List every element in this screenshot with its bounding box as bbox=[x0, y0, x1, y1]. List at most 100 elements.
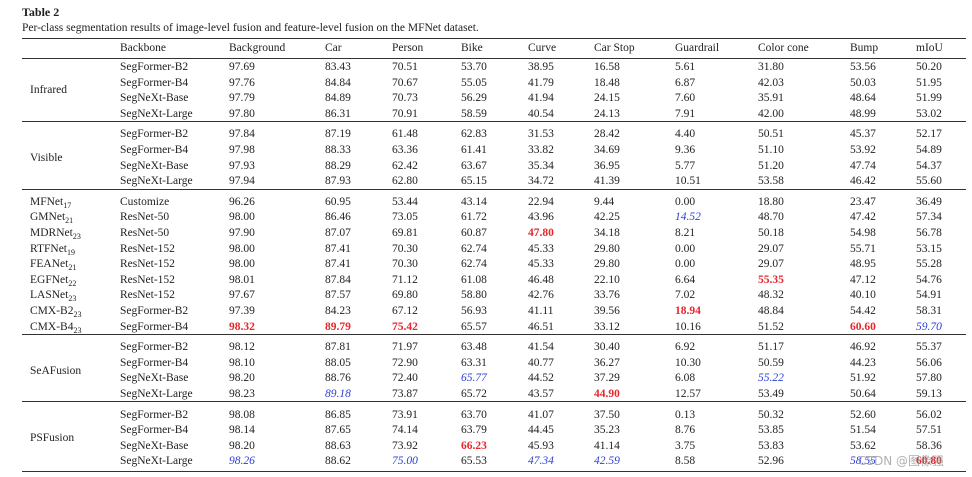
cell-value: 50.03 bbox=[850, 76, 876, 89]
cell-value: 48.95 bbox=[850, 258, 876, 271]
column-header: Car bbox=[325, 42, 342, 54]
cell-value: 88.63 bbox=[325, 439, 351, 452]
cell-value: 72.90 bbox=[392, 356, 418, 369]
cell-value: 37.29 bbox=[594, 372, 620, 385]
cell-value: 53.92 bbox=[850, 144, 876, 156]
cell-value: 60.95 bbox=[325, 195, 351, 208]
cell-value: 41.54 bbox=[528, 341, 554, 354]
cell-value: 66.23 bbox=[461, 439, 487, 452]
cell-value: 84.84 bbox=[325, 76, 351, 89]
backbone: SegNeXt-Large bbox=[120, 388, 193, 400]
cell-value: 41.07 bbox=[528, 408, 554, 421]
cell-value: 55.71 bbox=[850, 242, 876, 255]
cell-value: 53.49 bbox=[758, 388, 784, 400]
cell-value: 87.07 bbox=[325, 227, 351, 239]
cell-value: 57.80 bbox=[916, 372, 942, 385]
cell-value: 97.84 bbox=[229, 128, 255, 141]
cell-value: 98.20 bbox=[229, 372, 255, 385]
cell-value: 62.83 bbox=[461, 128, 487, 141]
cell-value: 28.42 bbox=[594, 128, 620, 141]
cell-value: 74.14 bbox=[392, 424, 418, 437]
cell-value: 37.50 bbox=[594, 408, 620, 421]
group-rule bbox=[22, 471, 966, 473]
cell-value: 61.48 bbox=[392, 128, 418, 141]
cell-value: 54.91 bbox=[916, 289, 942, 302]
cell-value: 87.41 bbox=[325, 242, 351, 255]
cell-value: 6.92 bbox=[675, 341, 696, 354]
cell-value: 8.21 bbox=[675, 227, 696, 239]
cell-value: 35.91 bbox=[758, 92, 784, 105]
cell-value: 5.61 bbox=[675, 61, 696, 73]
cell-value: 98.00 bbox=[229, 242, 255, 255]
method-name: CMX-B223 bbox=[30, 304, 82, 319]
backbone: SegFormer-B2 bbox=[120, 305, 189, 317]
cell-value: 88.62 bbox=[325, 455, 351, 468]
cell-value: 61.72 bbox=[461, 211, 487, 224]
group-label: SeAFusion bbox=[30, 364, 82, 377]
cell-value: 70.91 bbox=[392, 107, 418, 120]
cell-value: 98.20 bbox=[229, 439, 255, 452]
cell-value: 48.84 bbox=[758, 305, 784, 317]
cell-value: 51.99 bbox=[916, 92, 942, 105]
cell-value: 63.48 bbox=[461, 341, 487, 354]
cell-value: 40.77 bbox=[528, 356, 554, 369]
cell-value: 34.18 bbox=[594, 227, 620, 239]
method-base: CMX-B2 bbox=[30, 305, 74, 317]
method-ref: 17 bbox=[63, 200, 72, 210]
group-rule bbox=[22, 121, 966, 123]
cell-value: 40.54 bbox=[528, 107, 554, 120]
cell-value: 60.87 bbox=[461, 227, 487, 239]
method-base: MDRNet bbox=[30, 227, 73, 239]
method-ref: 21 bbox=[68, 263, 77, 273]
cell-value: 63.67 bbox=[461, 159, 487, 172]
backbone: ResNet-50 bbox=[120, 211, 170, 224]
cell-value: 84.89 bbox=[325, 92, 351, 105]
backbone: SegFormer-B4 bbox=[120, 424, 189, 437]
method-name: MFNet17 bbox=[30, 195, 72, 210]
cell-value: 63.70 bbox=[461, 408, 487, 421]
cell-value: 97.98 bbox=[229, 144, 255, 156]
cell-value: 33.82 bbox=[528, 144, 554, 156]
cell-value: 38.95 bbox=[528, 61, 554, 73]
cell-value: 75.00 bbox=[392, 455, 418, 468]
cell-value: 34.72 bbox=[528, 175, 554, 188]
cell-value: 98.14 bbox=[229, 424, 255, 437]
cell-value: 62.42 bbox=[392, 159, 418, 172]
cell-value: 89.79 bbox=[325, 320, 351, 333]
cell-value: 73.05 bbox=[392, 211, 418, 224]
cell-value: 73.92 bbox=[392, 439, 418, 452]
cell-value: 41.11 bbox=[528, 305, 554, 317]
header-rule bbox=[22, 58, 966, 59]
method-ref: 23 bbox=[68, 294, 77, 304]
cell-value: 29.07 bbox=[758, 242, 784, 255]
cell-value: 41.94 bbox=[528, 92, 554, 105]
cell-value: 6.08 bbox=[675, 372, 696, 385]
cell-value: 43.14 bbox=[461, 195, 487, 208]
cell-value: 30.40 bbox=[594, 341, 620, 354]
cell-value: 87.93 bbox=[325, 175, 351, 188]
method-base: MFNet bbox=[30, 195, 64, 208]
cell-value: 31.80 bbox=[758, 61, 784, 73]
cell-value: 16.58 bbox=[594, 61, 620, 73]
column-header: Car Stop bbox=[594, 42, 635, 54]
cell-value: 58.36 bbox=[916, 439, 942, 452]
method-name: MDRNet23 bbox=[30, 226, 81, 241]
cell-value: 98.00 bbox=[229, 211, 255, 224]
cell-value: 45.93 bbox=[528, 439, 554, 452]
cell-value: 42.76 bbox=[528, 289, 554, 302]
cell-value: 24.15 bbox=[594, 92, 620, 105]
cell-value: 4.40 bbox=[675, 128, 696, 141]
cell-value: 9.44 bbox=[594, 195, 615, 208]
cell-value: 48.70 bbox=[758, 211, 784, 224]
cell-value: 98.23 bbox=[229, 388, 255, 400]
method-ref: 23 bbox=[73, 310, 82, 319]
cell-value: 46.48 bbox=[528, 273, 554, 286]
cell-value: 87.84 bbox=[325, 273, 351, 286]
cell-value: 44.90 bbox=[594, 388, 620, 400]
cell-value: 50.59 bbox=[758, 356, 784, 369]
cell-value: 45.33 bbox=[528, 258, 554, 271]
cell-value: 54.89 bbox=[916, 144, 942, 156]
cell-value: 61.08 bbox=[461, 273, 487, 286]
cell-value: 97.94 bbox=[229, 175, 255, 188]
cell-value: 0.13 bbox=[675, 408, 696, 421]
